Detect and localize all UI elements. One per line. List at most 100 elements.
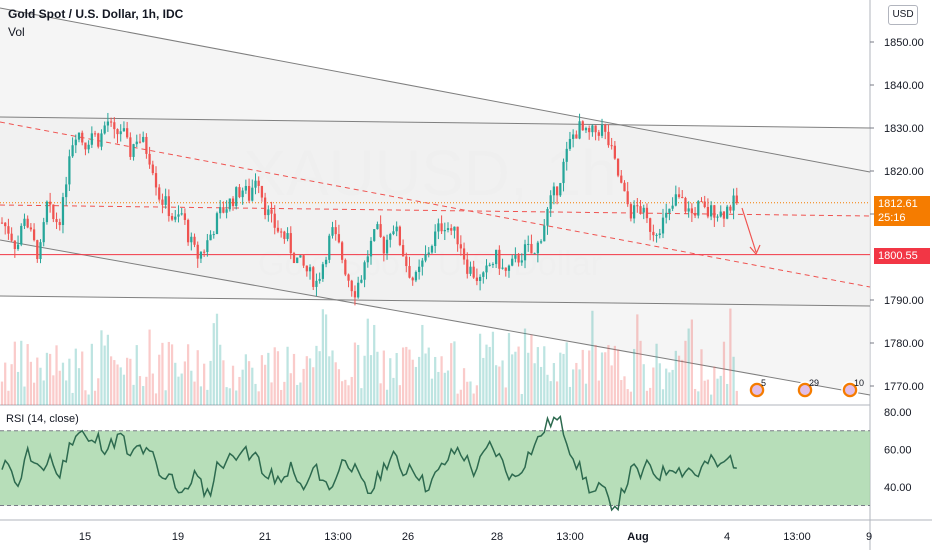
candle-body (498, 249, 501, 269)
candle-body (36, 240, 39, 260)
rsi-tick-label: 60.00 (884, 444, 912, 456)
volume-bar (405, 346, 408, 405)
volume-bar (366, 318, 369, 405)
candle-body (584, 128, 588, 131)
volume-bar (196, 350, 199, 405)
candle-body (575, 134, 578, 139)
candle-body (440, 223, 443, 232)
volume-bar (337, 369, 341, 405)
candle-body (729, 206, 732, 211)
drawings-layer[interactable] (0, 7, 871, 396)
candle-body (652, 231, 655, 236)
volume-bar (97, 378, 100, 405)
candle-body (87, 144, 90, 150)
candle-body (296, 257, 299, 264)
volume-bar (203, 363, 206, 405)
volume-bar (238, 376, 241, 405)
events-layer[interactable]: 5 29 10 (748, 378, 864, 399)
volume-bar (257, 391, 260, 405)
candle-body (199, 251, 203, 259)
volume-bar (145, 376, 148, 405)
volume-bar (572, 369, 575, 405)
currency-button[interactable]: USD (888, 5, 918, 25)
volume-bar (600, 352, 604, 405)
candle-body (113, 122, 116, 130)
candle-body (10, 233, 13, 241)
volume-bar (632, 348, 636, 405)
volume-bar (119, 367, 122, 405)
volume-bar (642, 364, 645, 405)
volume-bar (90, 343, 93, 405)
candle-body (238, 187, 241, 198)
candle-body (453, 226, 456, 231)
candle-body (392, 231, 395, 235)
volume-bar (4, 362, 7, 405)
volume-bar (527, 352, 530, 405)
volume-bar (154, 393, 158, 405)
candle-body (495, 249, 498, 265)
candle-body (280, 231, 283, 233)
last-price-tag: 1812.61 (874, 196, 930, 212)
candle-body (722, 211, 726, 219)
volume-bar (424, 353, 427, 405)
volume-bar (533, 363, 536, 405)
volume-bar (247, 361, 251, 405)
volume-bar (177, 376, 180, 405)
volume-bar (401, 347, 405, 405)
symbol-title[interactable]: Gold Spot / U.S. Dollar, 1h, IDC (8, 7, 184, 21)
candle-body (610, 145, 613, 147)
volume-bar (677, 355, 681, 405)
event-flag-inner-icon (800, 385, 810, 395)
volume-bar (84, 390, 87, 405)
time-tick-label: 28 (491, 531, 503, 543)
candle-body (84, 142, 87, 150)
candle-body (501, 267, 504, 269)
candle-body (642, 207, 645, 213)
volume-bar (491, 331, 495, 405)
candle-body (209, 234, 212, 241)
candle-body (466, 259, 469, 274)
candle-body (212, 234, 215, 236)
candle-body (665, 212, 668, 218)
volume-bar (68, 358, 71, 405)
candle-body (337, 234, 341, 243)
candle-body (135, 141, 138, 145)
candle-body (90, 133, 93, 145)
volume-bar (687, 328, 690, 405)
volume-bar (681, 359, 684, 405)
candle-body (161, 199, 164, 205)
candle-body (340, 242, 344, 260)
candle-body (145, 136, 148, 154)
volume-bar (199, 386, 203, 405)
time-tick-label: 26 (402, 531, 414, 543)
volume-bar (20, 340, 23, 405)
volume-bar (109, 356, 113, 405)
candle-body (693, 213, 697, 216)
volume-bar (597, 380, 600, 405)
volume-bar (39, 367, 42, 405)
candle-body (235, 187, 238, 207)
candle-body (190, 236, 193, 243)
candle-body (443, 229, 446, 232)
candle-body (151, 164, 154, 174)
volume-bar (331, 350, 334, 405)
rsi-label[interactable]: RSI (14, close) (6, 413, 79, 425)
candle-body (385, 239, 389, 254)
candle-body (719, 211, 722, 217)
candle-body (555, 186, 559, 196)
volume-label[interactable]: Vol (8, 25, 25, 39)
candle-body (504, 267, 507, 271)
candle-body (347, 274, 350, 281)
volume-bar (29, 361, 33, 405)
candle-body (276, 227, 280, 232)
volume-bar (700, 349, 703, 405)
candle-body (511, 258, 514, 266)
volume-bar (193, 381, 196, 405)
candle-body (732, 195, 735, 211)
candle-body (254, 180, 257, 188)
candle-body (408, 266, 411, 278)
volume-bar (395, 353, 398, 405)
volume-bar (360, 388, 363, 405)
volume-bar (565, 342, 568, 405)
